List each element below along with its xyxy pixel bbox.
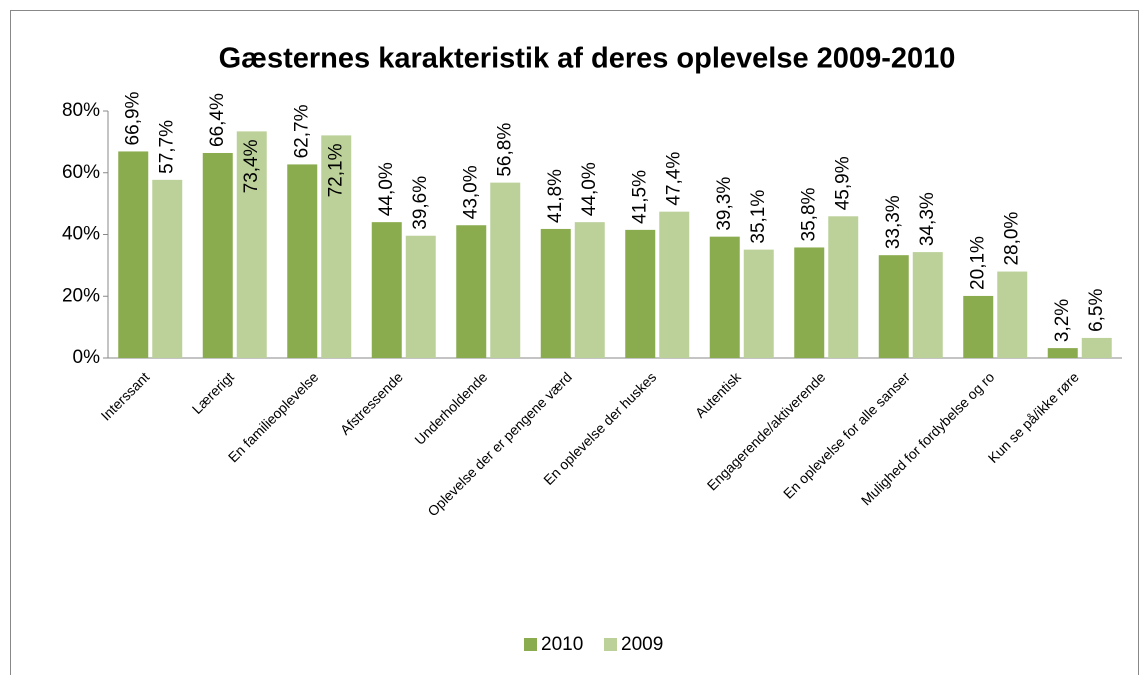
bar (794, 247, 825, 358)
bar (456, 225, 487, 358)
value-label: 6,5% (1086, 289, 1107, 332)
legend-swatch (604, 638, 617, 651)
value-label: 41,8% (545, 169, 566, 223)
value-label: 43,0% (460, 165, 481, 219)
bar (912, 252, 943, 358)
value-label: 44,0% (579, 162, 600, 216)
bar (118, 151, 149, 358)
bar (709, 236, 740, 358)
bar (405, 235, 436, 358)
value-label: 73,4% (241, 139, 262, 193)
bar (659, 211, 690, 358)
y-tick-label: 80% (62, 100, 100, 121)
value-label: 39,6% (410, 176, 431, 230)
bar (321, 135, 352, 358)
bar (152, 179, 183, 358)
bar (574, 222, 605, 358)
value-label: 62,7% (291, 104, 312, 158)
value-label: 72,1% (325, 143, 346, 197)
bar (540, 228, 571, 358)
bar (1047, 348, 1078, 358)
bar (828, 216, 859, 358)
y-tick-label: 20% (62, 285, 100, 306)
y-tick-label: 40% (62, 224, 100, 245)
legend-swatch (524, 638, 537, 651)
bar (236, 131, 267, 358)
value-label: 44,0% (376, 162, 397, 216)
y-tick-label: 0% (73, 347, 101, 368)
bar (878, 255, 909, 358)
value-label: 20,1% (967, 236, 988, 290)
bar (371, 222, 402, 358)
value-label: 35,1% (748, 190, 769, 244)
value-label: 33,3% (883, 195, 904, 249)
value-label: 47,4% (663, 152, 684, 206)
value-label: 57,7% (156, 120, 177, 174)
bar (287, 164, 318, 358)
value-label: 3,2% (1052, 299, 1073, 342)
value-label: 34,3% (917, 192, 938, 246)
bar (963, 295, 994, 358)
legend-label: 2009 (621, 634, 663, 655)
value-label: 35,8% (798, 187, 819, 241)
bar (625, 229, 656, 358)
value-label: 45,9% (832, 156, 853, 210)
bar (743, 249, 774, 358)
y-tick-label: 60% (62, 162, 100, 183)
bar (997, 271, 1028, 358)
bar (202, 152, 233, 358)
bar (490, 182, 521, 358)
value-label: 28,0% (1001, 212, 1022, 266)
bar (1081, 337, 1112, 358)
value-label: 66,4% (207, 93, 228, 147)
chart-title: Gæsternes karakteristik af deres oplevel… (219, 43, 956, 75)
value-label: 66,9% (122, 91, 143, 145)
legend-label: 2010 (541, 634, 583, 655)
value-label: 56,8% (494, 123, 515, 177)
value-label: 41,5% (629, 170, 650, 224)
value-label: 39,3% (714, 177, 735, 231)
chart-frame (10, 10, 1139, 675)
